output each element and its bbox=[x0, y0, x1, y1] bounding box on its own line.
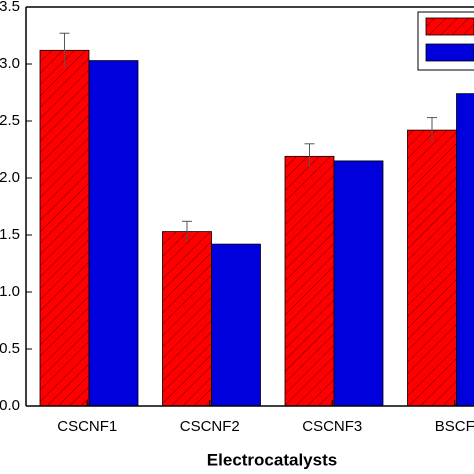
y-tick-label: 3.5 bbox=[0, 0, 20, 15]
bar bbox=[333, 160, 384, 407]
x-tick-label: CSCNF2 bbox=[180, 418, 240, 435]
y-tick-label: 2.5 bbox=[0, 112, 20, 129]
x-tick-label: BSCF bbox=[435, 418, 474, 435]
bar bbox=[211, 243, 261, 407]
bar-hatch bbox=[40, 50, 89, 406]
y-tick-label: 0.0 bbox=[0, 397, 20, 414]
bar-hatch bbox=[162, 231, 212, 406]
legend-swatch bbox=[425, 43, 474, 62]
y-tick-label: 1.0 bbox=[0, 283, 20, 300]
x-axis-label: Electrocatalysts bbox=[207, 450, 337, 469]
y-tick-label: 2.0 bbox=[0, 169, 20, 186]
bar bbox=[456, 93, 474, 407]
bar-hatch bbox=[285, 156, 334, 406]
bar-hatch bbox=[407, 130, 457, 406]
y-tick-label: 3.0 bbox=[0, 55, 20, 72]
x-tick-label: CSCNF3 bbox=[302, 418, 362, 435]
y-tick-label: 1.5 bbox=[0, 226, 20, 243]
x-tick-label: CSCNF1 bbox=[57, 418, 117, 435]
legend-hatch bbox=[426, 18, 474, 35]
bar bbox=[88, 60, 139, 407]
y-tick-label: 0.5 bbox=[0, 340, 20, 357]
